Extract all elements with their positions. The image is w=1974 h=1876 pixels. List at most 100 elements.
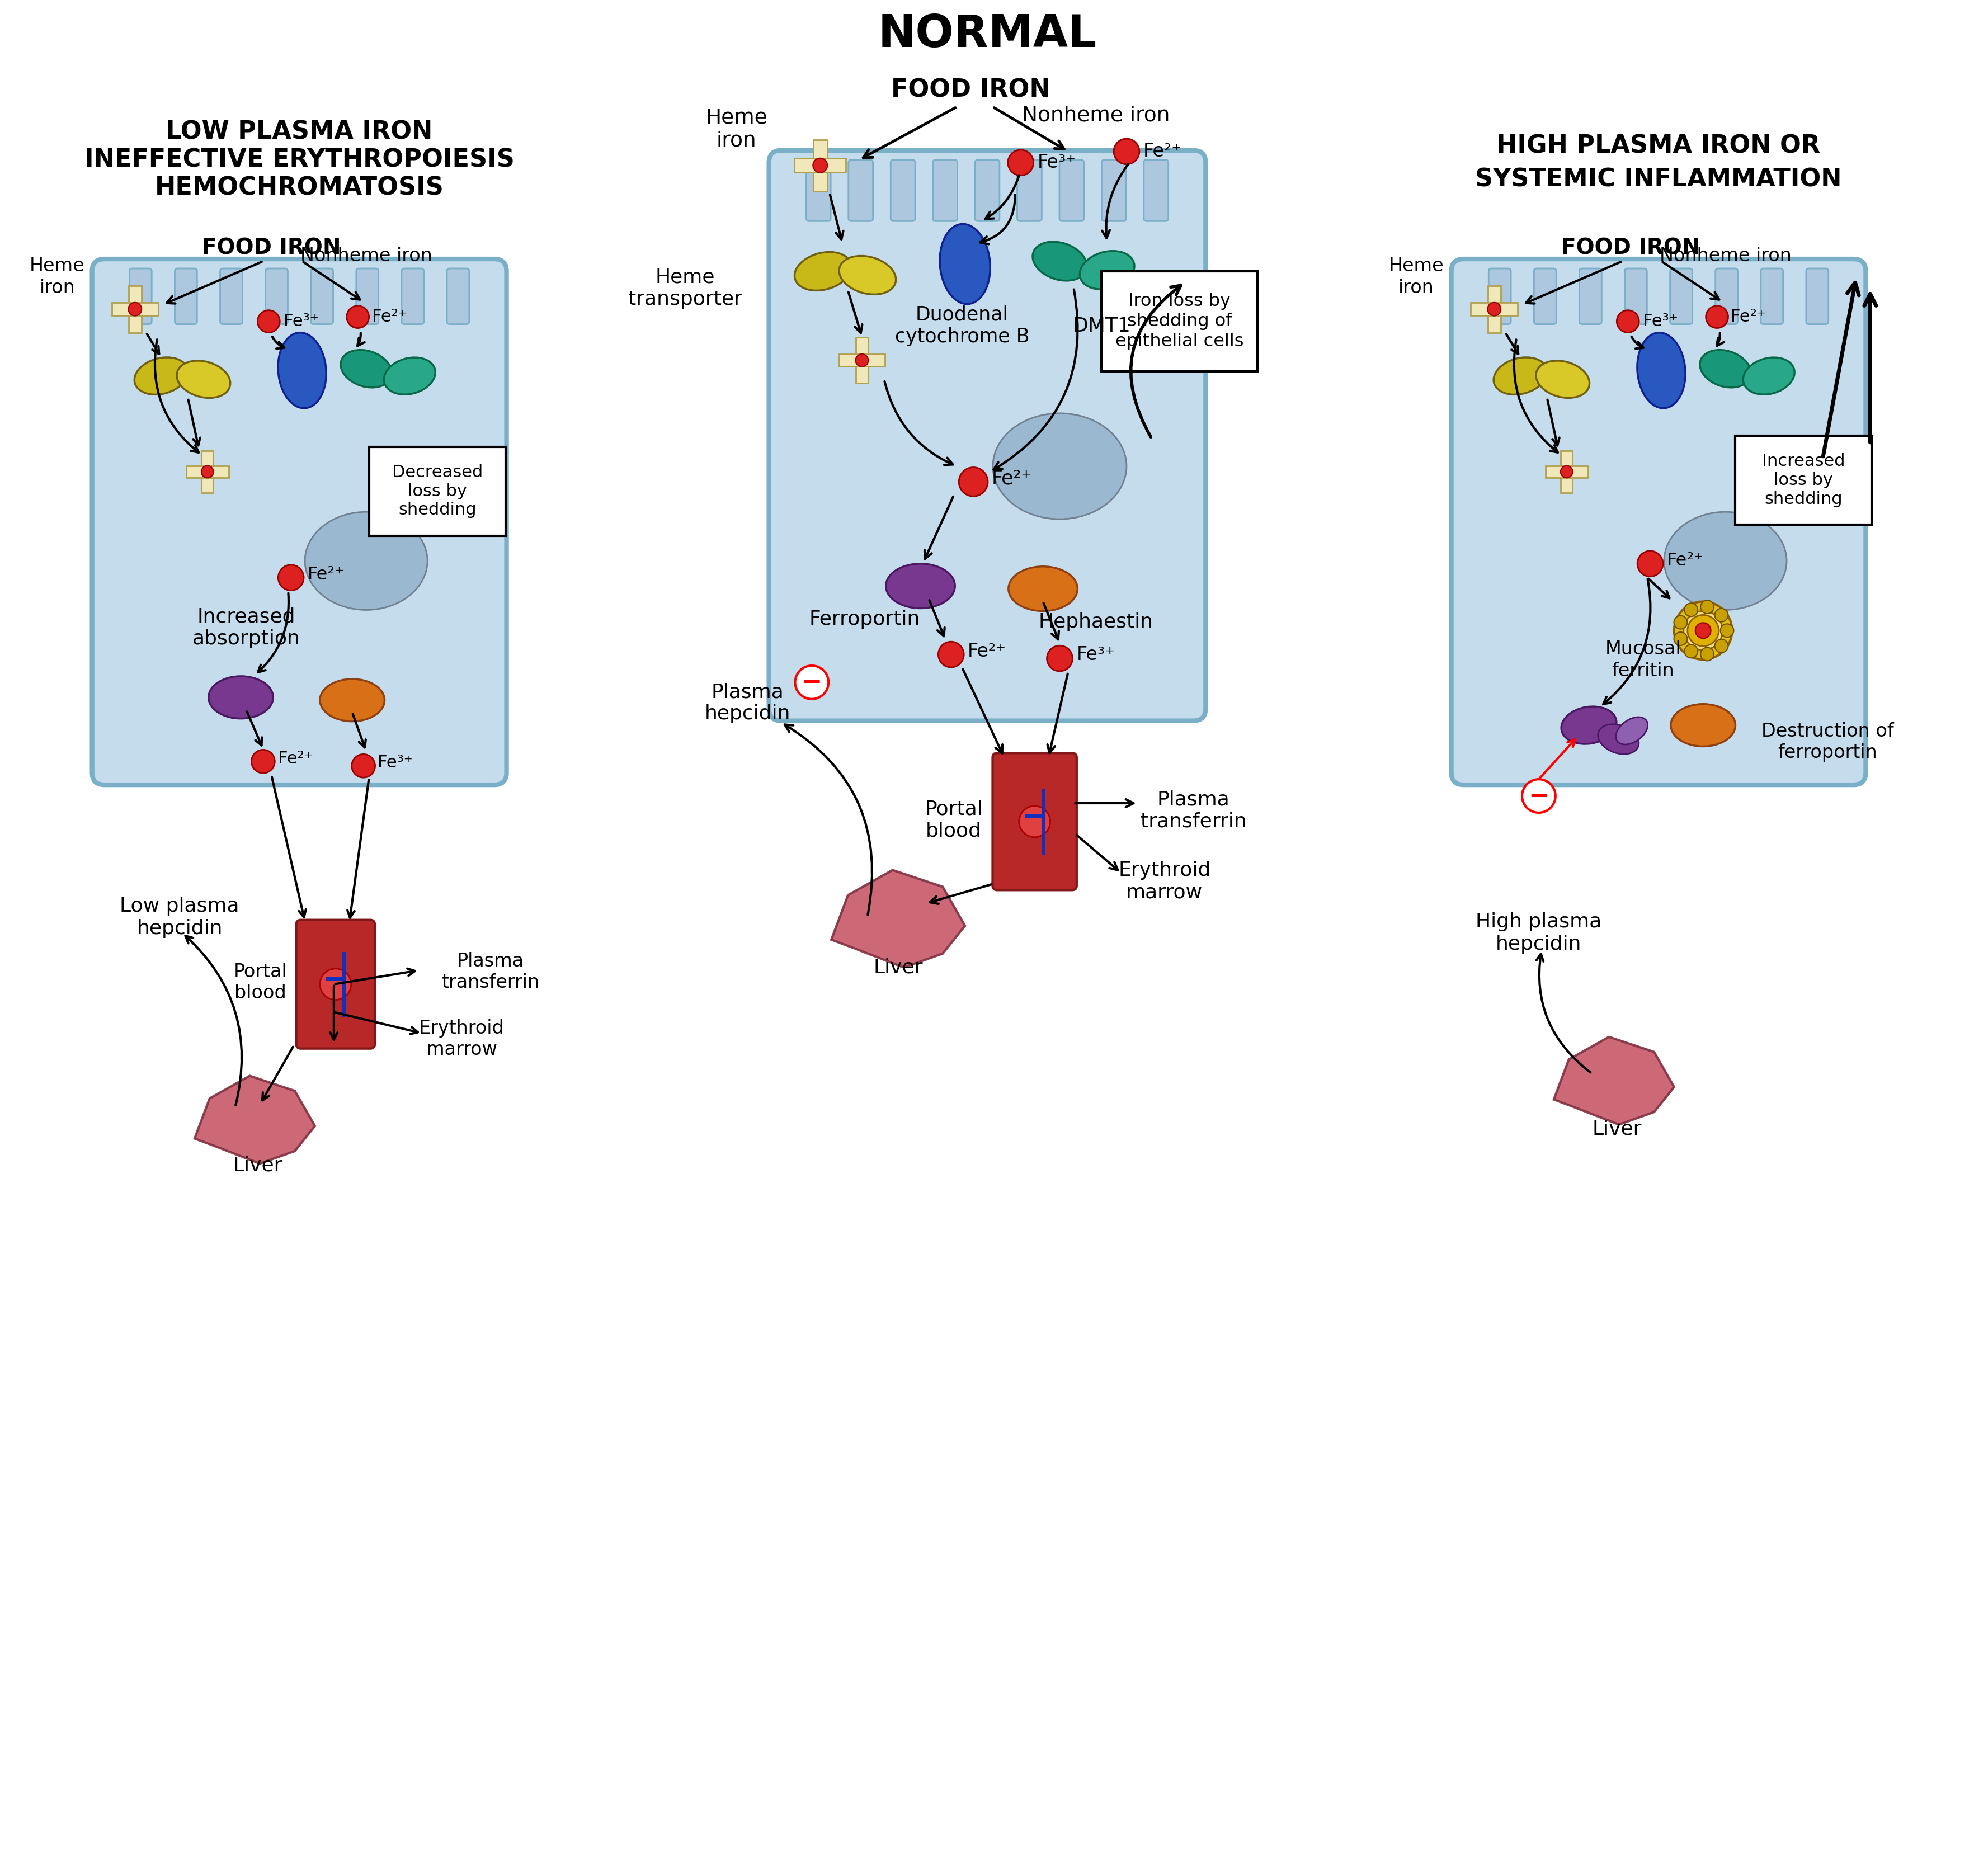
Text: Portal
blood: Portal blood [924, 799, 983, 840]
Circle shape [1713, 640, 1727, 653]
FancyBboxPatch shape [355, 268, 379, 325]
Text: Low plasma
hepcidin: Low plasma hepcidin [120, 897, 239, 938]
Text: Plasma
transferrin: Plasma transferrin [1141, 790, 1246, 831]
Ellipse shape [1664, 512, 1786, 610]
Text: Liver: Liver [1591, 1120, 1640, 1139]
Polygon shape [831, 870, 965, 968]
Bar [1486, 285, 1500, 332]
Circle shape [855, 355, 869, 366]
Text: SYSTEMIC INFLAMMATION: SYSTEMIC INFLAMMATION [1475, 167, 1842, 191]
Text: DMT1: DMT1 [1072, 317, 1131, 336]
Text: Plasma
hepcidin: Plasma hepcidin [705, 683, 790, 724]
Text: High plasma
hepcidin: High plasma hepcidin [1475, 912, 1601, 953]
FancyBboxPatch shape [849, 159, 873, 221]
Ellipse shape [940, 223, 989, 304]
Circle shape [1700, 600, 1713, 613]
Ellipse shape [178, 360, 231, 398]
Text: Fe²⁺: Fe²⁺ [1143, 143, 1182, 161]
Text: Heme
iron: Heme iron [1388, 257, 1443, 296]
Text: Liver: Liver [873, 959, 922, 977]
Circle shape [1636, 552, 1662, 576]
Text: Fe²⁺: Fe²⁺ [1666, 552, 1704, 570]
Ellipse shape [342, 351, 391, 388]
Ellipse shape [886, 563, 955, 608]
Circle shape [320, 968, 351, 1000]
FancyBboxPatch shape [890, 159, 914, 221]
FancyBboxPatch shape [1143, 159, 1169, 221]
Circle shape [1684, 645, 1698, 658]
Ellipse shape [304, 512, 426, 610]
FancyBboxPatch shape [1715, 268, 1737, 325]
Text: Heme
transporter: Heme transporter [628, 268, 742, 308]
Text: FOOD IRON: FOOD IRON [890, 79, 1050, 103]
FancyBboxPatch shape [1451, 259, 1865, 784]
FancyBboxPatch shape [401, 268, 424, 325]
FancyBboxPatch shape [265, 268, 288, 325]
Text: Fe³⁺: Fe³⁺ [1642, 313, 1678, 330]
FancyBboxPatch shape [1060, 159, 1084, 221]
FancyBboxPatch shape [1761, 268, 1783, 325]
Text: Erythroid
marrow: Erythroid marrow [418, 1019, 505, 1058]
Text: Plasma
transferrin: Plasma transferrin [442, 951, 539, 992]
Ellipse shape [794, 251, 851, 291]
Text: Fe²⁺: Fe²⁺ [308, 567, 345, 583]
Text: Heme
iron: Heme iron [705, 107, 768, 150]
Circle shape [257, 310, 280, 332]
Bar [1471, 302, 1518, 315]
Ellipse shape [278, 332, 326, 409]
Text: Erythroid
marrow: Erythroid marrow [1117, 861, 1210, 902]
Circle shape [251, 750, 274, 773]
Circle shape [1696, 623, 1709, 638]
Ellipse shape [209, 675, 272, 719]
Text: Destruction of
ferroportin: Destruction of ferroportin [1761, 722, 1893, 762]
Text: −: − [1528, 784, 1550, 809]
Text: FOOD IRON: FOOD IRON [1561, 236, 1700, 259]
FancyBboxPatch shape [1534, 268, 1556, 325]
Circle shape [128, 302, 142, 315]
FancyBboxPatch shape [1488, 268, 1510, 325]
FancyBboxPatch shape [1625, 268, 1646, 325]
FancyBboxPatch shape [296, 919, 375, 1049]
Ellipse shape [1080, 251, 1133, 289]
FancyBboxPatch shape [310, 268, 334, 325]
FancyBboxPatch shape [130, 268, 152, 325]
Text: Fe³⁺: Fe³⁺ [284, 313, 318, 330]
Ellipse shape [1492, 356, 1548, 394]
Circle shape [1719, 625, 1733, 638]
Circle shape [959, 467, 987, 497]
Text: Fe³⁺: Fe³⁺ [377, 754, 413, 771]
Text: Fe²⁺: Fe²⁺ [967, 642, 1007, 660]
Circle shape [1706, 306, 1727, 328]
Circle shape [1674, 615, 1688, 628]
Bar [113, 302, 158, 315]
FancyBboxPatch shape [932, 159, 957, 221]
FancyBboxPatch shape [1670, 268, 1692, 325]
FancyBboxPatch shape [993, 752, 1076, 889]
Circle shape [1113, 139, 1139, 165]
Ellipse shape [839, 255, 896, 295]
Text: Duodenal
cytochrome B: Duodenal cytochrome B [894, 306, 1028, 347]
Bar [201, 450, 213, 493]
FancyBboxPatch shape [219, 268, 243, 325]
Circle shape [1674, 632, 1688, 645]
FancyBboxPatch shape [975, 159, 999, 221]
Circle shape [938, 642, 963, 668]
Bar [128, 285, 142, 332]
FancyBboxPatch shape [93, 259, 507, 784]
Text: FOOD IRON: FOOD IRON [201, 236, 342, 259]
Bar [1735, 435, 1871, 525]
Circle shape [1019, 807, 1050, 837]
Text: Decreased
loss by
shedding: Decreased loss by shedding [393, 465, 484, 518]
Bar [794, 158, 845, 173]
Text: HIGH PLASMA IRON OR: HIGH PLASMA IRON OR [1496, 133, 1820, 158]
Circle shape [1684, 602, 1698, 617]
Text: Fe²⁺: Fe²⁺ [371, 310, 407, 325]
Text: Fe³⁺: Fe³⁺ [1036, 154, 1076, 173]
Ellipse shape [993, 413, 1127, 520]
Bar [1559, 450, 1571, 493]
FancyBboxPatch shape [805, 159, 831, 221]
Text: Iron loss by
shedding of
epithelial cells: Iron loss by shedding of epithelial cell… [1115, 293, 1244, 351]
Text: Liver: Liver [233, 1156, 282, 1174]
Text: Fe²⁺: Fe²⁺ [1731, 310, 1765, 325]
Ellipse shape [1700, 351, 1751, 388]
